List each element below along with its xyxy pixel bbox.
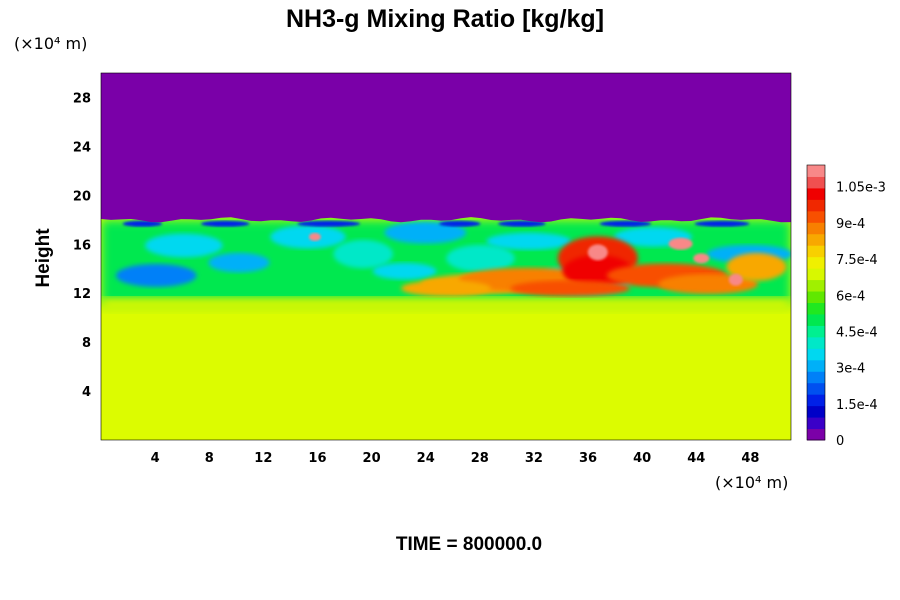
y-tick-label: 16 (73, 238, 91, 253)
colorbar-segment (807, 348, 825, 361)
chart-title: NH3-g Mixing Ratio [kg/kg] (286, 5, 604, 33)
colorbar-segment (807, 394, 825, 407)
colorbar-segment (807, 165, 825, 177)
eddy (384, 221, 467, 244)
y-axis-label: Height (33, 228, 54, 288)
colorbar-segment (807, 199, 825, 212)
x-tick-label: 20 (363, 451, 381, 466)
colorbar-segment (807, 313, 825, 326)
red-core (587, 244, 608, 261)
colorbar-segment (807, 428, 825, 441)
x-tick-label: 4 (151, 451, 160, 466)
y-tick-label: 20 (73, 189, 91, 204)
y-tick-label: 4 (82, 385, 91, 400)
filament (599, 220, 652, 227)
colorbar-segment (807, 405, 825, 418)
eddy (446, 244, 515, 272)
colorbar-segment (807, 291, 825, 303)
heatmap-plot-area (100, 72, 792, 441)
filament (200, 220, 250, 227)
colorbar-segment (807, 325, 825, 338)
x-unit-label: (×10⁴ m) (715, 473, 788, 492)
warm-plume (510, 280, 631, 297)
colorbar-tick-label: 1.5e-4 (836, 398, 878, 413)
colorbar-segment (807, 371, 825, 384)
colorbar-segment (807, 233, 825, 246)
x-tick-label: 40 (633, 451, 651, 466)
colorbar-segment (807, 176, 825, 189)
x-tick-label: 44 (687, 451, 705, 466)
colorbar-segment (807, 210, 825, 223)
colorbar-tick-label: 3e-4 (836, 362, 865, 377)
plot-frame (100, 72, 792, 441)
colorbar: 0 1.5e-4 3e-4 4.5e-4 6e-4 7.5e-4 9e-4 1.05e-3 (806, 164, 886, 449)
y-tick-label: 24 (73, 140, 91, 155)
x-tick-label: 8 (205, 451, 214, 466)
eddy (486, 232, 572, 250)
mixing-layer-lower-band (101, 297, 791, 312)
mixing-layer (101, 219, 791, 312)
filament (694, 220, 750, 227)
red-core (693, 253, 710, 264)
x-tick-label: 48 (741, 451, 759, 466)
x-tick-label: 12 (254, 451, 272, 466)
colorbar-tick-label: 7.5e-4 (836, 253, 878, 268)
filament (122, 220, 163, 227)
colorbar-segment (807, 268, 825, 281)
eddy (145, 233, 223, 258)
y-unit-label: (×10⁴ m) (14, 34, 87, 53)
eddy (372, 262, 437, 280)
colorbar-tick-label: 1.05e-3 (836, 181, 886, 196)
colorbar-segment (807, 279, 825, 292)
x-axis-ticks: 4 8 12 16 20 24 28 32 36 40 44 48 (151, 451, 760, 466)
colorbar-segment (807, 256, 825, 269)
red-core (308, 232, 321, 241)
eddy (270, 225, 346, 249)
y-tick-label: 8 (82, 336, 91, 351)
filament (297, 220, 361, 227)
x-tick-label: 36 (579, 451, 597, 466)
x-tick-label: 16 (308, 451, 326, 466)
colorbar-segment (807, 245, 825, 258)
y-tick-label: 28 (73, 91, 91, 106)
red-core (668, 237, 693, 250)
colorbar-segment (807, 302, 825, 315)
eddy (208, 252, 270, 273)
colorbar-segment (807, 359, 825, 372)
upper-layer (101, 73, 791, 223)
time-label: TIME = 800000.0 (396, 534, 542, 555)
eddy (115, 264, 197, 287)
colorbar-tick-label: 6e-4 (836, 289, 865, 304)
filament (498, 220, 546, 227)
y-tick-label: 12 (73, 287, 91, 302)
colorbar-segment (807, 222, 825, 235)
colorbar-segment (807, 336, 825, 349)
colorbar-frame (806, 164, 826, 441)
colorbar-segment (807, 382, 825, 395)
red-core (728, 273, 743, 286)
colorbar-tick-label: 9e-4 (836, 217, 865, 232)
colorbar-tick-label: 0 (836, 434, 844, 449)
x-tick-label: 28 (471, 451, 489, 466)
colorbar-segment (807, 187, 825, 200)
warm-plume (401, 280, 491, 297)
y-axis-ticks: 4 8 12 16 20 24 28 (73, 91, 91, 400)
x-tick-label: 32 (525, 451, 543, 466)
colorbar-segment (807, 417, 825, 430)
warm-plume (726, 252, 787, 281)
colorbar-tick-label: 4.5e-4 (836, 325, 878, 340)
eddy (333, 239, 393, 269)
filament (439, 220, 481, 227)
x-tick-label: 24 (417, 451, 435, 466)
